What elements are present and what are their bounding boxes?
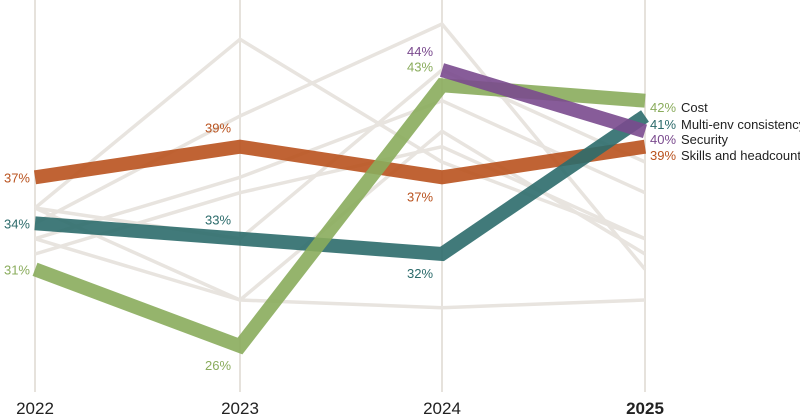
legend: Cost Multi-env consistencySecuritySkills … — [681, 100, 800, 163]
value-label-multi-env-consistency-2025: 41% — [650, 117, 676, 132]
value-label-multi-env-consistency-2022: 34% — [4, 216, 30, 231]
value-label-multi-env-consistency-2024: 32% — [407, 266, 433, 281]
value-label-skills-and-headcount-2022: 37% — [4, 170, 30, 185]
series-line-security — [439, 63, 648, 139]
legend-label-multi-env-consistency: Multi-env consistency — [681, 117, 800, 132]
series-line-skills-and-headcount — [33, 139, 647, 185]
value-labels: 31% 26% 43% 42% 34% 33% 32% 41% 44% 40% 37% 39% 37% 3… — [4, 44, 676, 373]
value-label-skills-and-headcount-2025: 39% — [650, 148, 676, 163]
value-label-security-2024: 44% — [407, 44, 433, 59]
x-tick-2025: 2025 — [626, 399, 664, 418]
series-line-multi-env-consistency — [34, 110, 649, 262]
legend-label-cost: Cost — [681, 100, 708, 115]
vertical-gridlines — [34, 0, 646, 392]
value-label-cost-2024: 43% — [407, 59, 433, 74]
value-label-cost-2022: 31% — [4, 262, 30, 277]
value-label-multi-env-consistency-2023: 33% — [205, 213, 231, 228]
x-tick-2024: 2024 — [423, 399, 461, 418]
value-label-cost-2025: 42% — [650, 100, 676, 115]
x-tick-2022: 2022 — [16, 399, 54, 418]
legend-label-skills-and-headcount: Skills and headcount — [681, 148, 800, 163]
background-line-1 — [33, 37, 646, 241]
value-label-cost-2023: 26% — [205, 358, 231, 373]
value-label-skills-and-headcount-2024: 37% — [407, 189, 433, 204]
value-label-security-2025: 40% — [650, 132, 676, 147]
legend-label-security: Security — [681, 132, 728, 147]
series-line-cost — [32, 78, 646, 355]
background-line-7 — [34, 237, 646, 310]
value-label-skills-and-headcount-2023: 39% — [205, 121, 231, 136]
series-lines — [32, 63, 649, 355]
x-axis-labels: 2022 2023 2024 2025 — [16, 399, 664, 418]
background-line-6 — [34, 68, 646, 241]
background-line-3 — [34, 98, 646, 241]
x-tick-2023: 2023 — [221, 399, 259, 418]
